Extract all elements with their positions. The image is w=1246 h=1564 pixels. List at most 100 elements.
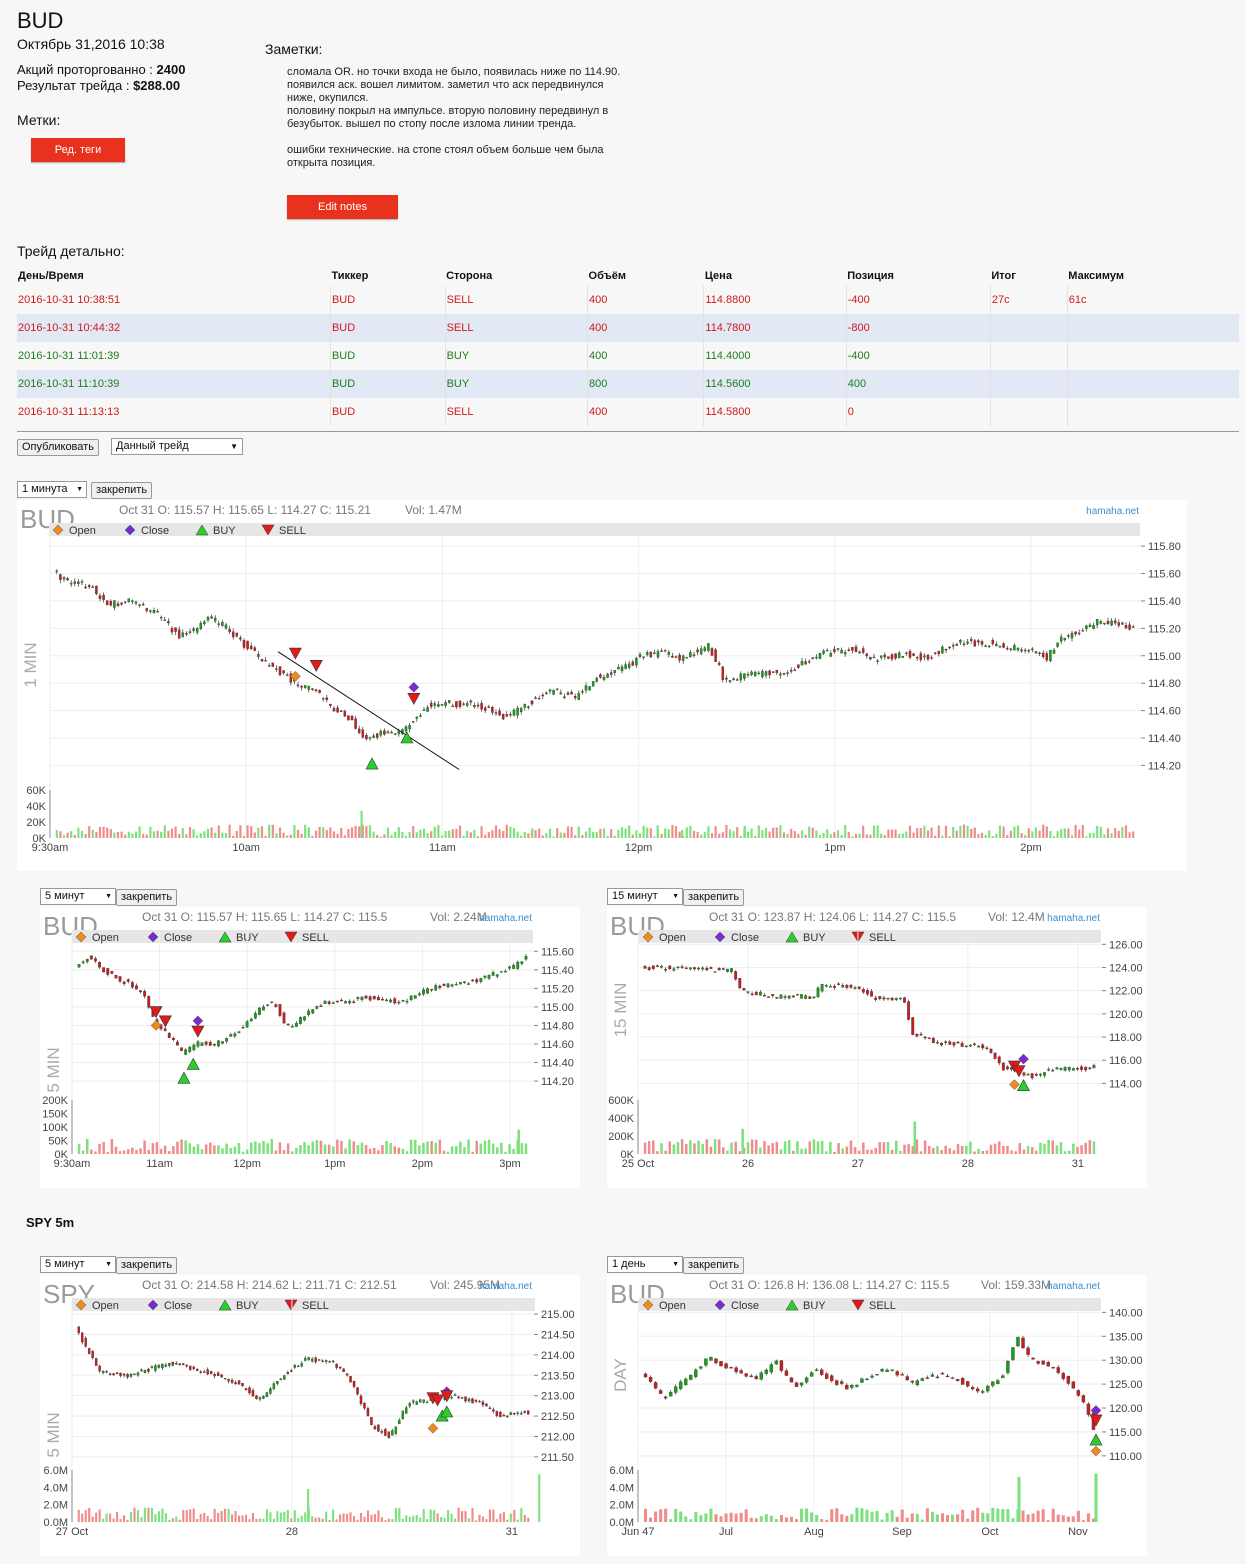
sell-marker (149, 1006, 163, 1019)
volume-bar (344, 1148, 347, 1154)
volume-bar (506, 1519, 509, 1522)
candle-body (260, 659, 264, 662)
volume-bar (977, 834, 980, 838)
volume-bar (487, 1139, 491, 1154)
timeframe-select[interactable]: 5 минут ▼ (40, 888, 116, 905)
volume-bar (98, 826, 102, 838)
table-cell: 400 (587, 314, 705, 342)
edit-tags-button[interactable]: Ред. теги (31, 138, 125, 162)
y-tick-label: 118.00 (1109, 1032, 1142, 1044)
candle-body (606, 673, 609, 678)
volume-bar (77, 827, 80, 838)
candle-body (757, 672, 761, 675)
candle-body (1016, 1336, 1020, 1347)
candle-body (738, 978, 742, 989)
candle-body (981, 1391, 985, 1393)
column-header: Позиция (847, 270, 894, 282)
volume-bar (581, 835, 584, 838)
volume-bar (674, 825, 678, 838)
candle-body (422, 709, 426, 711)
volume-bar (135, 1149, 138, 1154)
volume-bar (697, 1140, 700, 1154)
volume-bar (163, 825, 166, 838)
volume-bar (332, 831, 336, 838)
candle-body (998, 645, 1002, 648)
candle-body (925, 1377, 930, 1379)
timeframe-select[interactable]: 15 минут ▼ (607, 888, 683, 905)
volume-bar (299, 1145, 302, 1154)
candle-body (432, 1398, 436, 1401)
volume-bar (761, 830, 764, 838)
volume-bar (290, 1518, 293, 1522)
volume-bar (176, 1141, 179, 1154)
candle-body (156, 611, 159, 613)
candle-body (920, 1378, 925, 1381)
candle-body (270, 1001, 274, 1003)
y-tick-label: 135.00 (1109, 1331, 1143, 1343)
candle-body (373, 1426, 377, 1430)
volume-bar (709, 1508, 713, 1522)
candle-body (879, 655, 883, 658)
volume-bar (991, 1507, 995, 1522)
timeframe-select[interactable]: 1 минута ▼ (17, 481, 87, 498)
volume-bar (1099, 826, 1102, 838)
candle-body (620, 666, 624, 672)
candle-body (763, 995, 766, 997)
pin-button[interactable]: закрепить (116, 1257, 178, 1274)
volume-bar (998, 825, 1002, 838)
volume-bar (509, 826, 512, 838)
candle-body (389, 999, 393, 1003)
volume-bar (684, 1144, 688, 1154)
timeframe-select[interactable]: 1 день ▼ (607, 1256, 683, 1273)
volume-bar (684, 1516, 688, 1522)
candle-body (684, 1378, 688, 1386)
volume-bar (746, 1142, 750, 1154)
candle-body (825, 1373, 829, 1379)
candle-body (185, 633, 188, 635)
candle-body (699, 648, 703, 655)
volume-bar (882, 1142, 886, 1154)
volume-bar (1021, 1510, 1025, 1522)
pin-button[interactable]: закрепить (91, 482, 153, 499)
volume-bar (808, 1141, 812, 1154)
volume-bar (467, 1518, 471, 1522)
volume-bar (116, 1511, 119, 1522)
candle-body (265, 1392, 269, 1397)
volume-bar (370, 1514, 373, 1522)
volume-bar (894, 829, 897, 838)
volume-bar (872, 825, 876, 838)
candle-body (133, 1373, 136, 1376)
close-marker (1090, 1405, 1102, 1416)
candle-body (714, 1358, 718, 1364)
publish-button[interactable]: Опубликовать (17, 439, 99, 456)
trade-scope-select[interactable]: Данный трейд ▼ (111, 438, 243, 455)
volume-bar (768, 831, 771, 838)
candle-body (775, 997, 779, 999)
volume-bar (214, 832, 217, 838)
candle-body (668, 965, 672, 970)
volume-bar (286, 1143, 290, 1154)
volume-bar (835, 1508, 839, 1522)
y-tick-label: 120.00 (1109, 1403, 1143, 1415)
candle-body (537, 698, 541, 700)
table-cell: -800 (846, 314, 991, 342)
buy-marker (400, 731, 414, 744)
volume-bar (1002, 826, 1005, 838)
candle-body (506, 1415, 509, 1418)
candle-body (1117, 622, 1121, 626)
edit-notes-button[interactable]: Edit notes (287, 195, 398, 219)
volume-bar (981, 1512, 985, 1522)
candle-body (930, 1374, 935, 1377)
pin-button[interactable]: закрепить (683, 1257, 745, 1274)
volume-bar (754, 835, 757, 838)
pin-button[interactable]: закрепить (683, 889, 745, 906)
pin-button[interactable]: закрепить (116, 889, 178, 906)
volume-bar (808, 826, 811, 838)
candle-body (249, 1018, 253, 1022)
candle-body (1020, 649, 1023, 652)
timeframe-select[interactable]: 5 минут ▼ (40, 1256, 116, 1273)
candle-body (171, 1361, 175, 1366)
candle-body (356, 1387, 359, 1395)
candle-body (980, 641, 984, 645)
